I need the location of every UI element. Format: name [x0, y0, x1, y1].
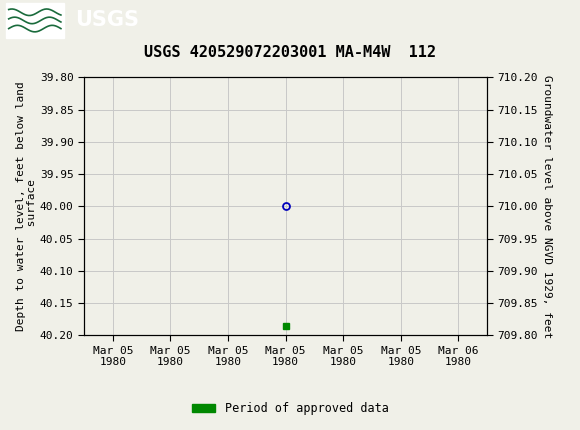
- Bar: [6, 3, 64, 37]
- Legend: Period of approved data: Period of approved data: [187, 397, 393, 420]
- Y-axis label: Groundwater level above NGVD 1929, feet: Groundwater level above NGVD 1929, feet: [542, 75, 552, 338]
- Text: USGS: USGS: [75, 10, 139, 31]
- Y-axis label: Depth to water level, feet below land
 surface: Depth to water level, feet below land su…: [16, 82, 37, 331]
- Text: USGS 420529072203001 MA-M4W  112: USGS 420529072203001 MA-M4W 112: [144, 45, 436, 60]
